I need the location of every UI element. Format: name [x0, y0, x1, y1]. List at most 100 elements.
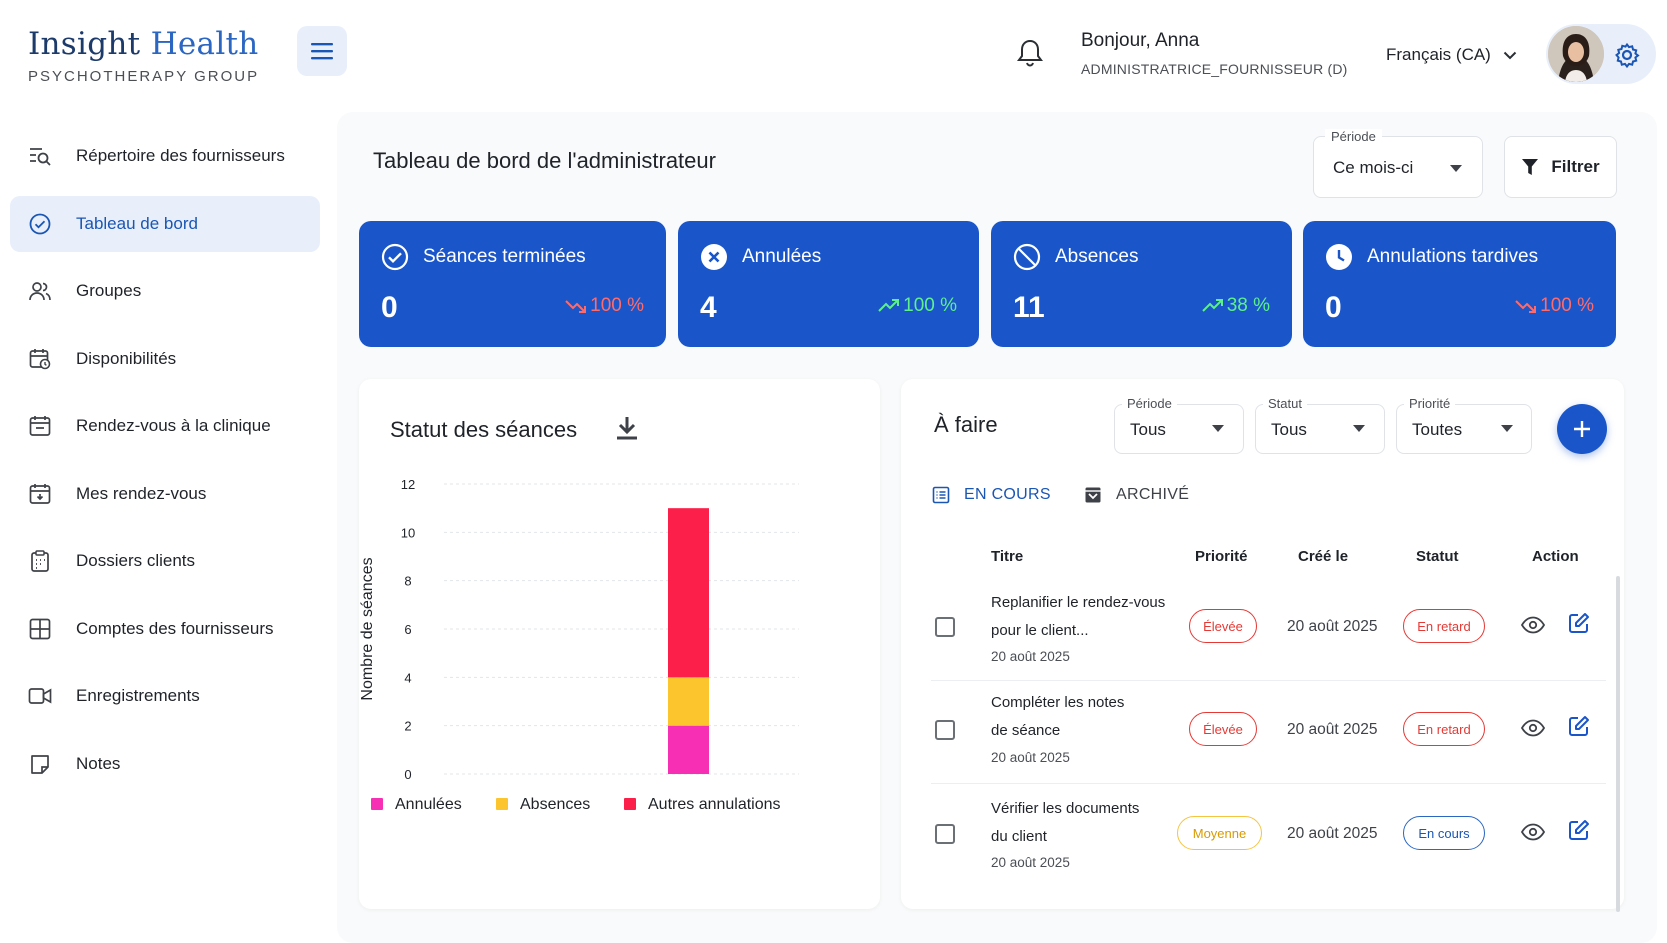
bar-segment: [668, 508, 709, 678]
sidebar-item-availability[interactable]: Disponibilités: [10, 331, 320, 387]
add-task-button[interactable]: [1557, 404, 1607, 454]
kpi-cancelled[interactable]: Annulées 4 100 %: [678, 221, 979, 347]
todo-status-label: Statut: [1263, 396, 1307, 411]
row-divider: [931, 680, 1606, 681]
sidebar-item-label: Tableau de bord: [76, 213, 198, 233]
column-header-title[interactable]: Titre: [991, 548, 1024, 565]
trending-down-icon: [1515, 300, 1537, 313]
filter-icon: [1522, 159, 1539, 175]
notifications-button[interactable]: [1016, 38, 1044, 73]
todo-status-value: Tous: [1271, 420, 1307, 439]
eye-icon[interactable]: [1521, 823, 1545, 841]
legend-label: Annulées: [395, 796, 462, 813]
kpi-no-shows[interactable]: Absences 11 38 %: [991, 221, 1292, 347]
created-date: 20 août 2025: [1287, 825, 1378, 842]
edit-icon[interactable]: [1568, 715, 1590, 737]
legend-swatch: [624, 798, 636, 810]
kpi-value: 4: [700, 291, 717, 324]
grid-icon: [28, 617, 52, 641]
row-title[interactable]: Vérifier les documents du client: [991, 800, 1140, 845]
eye-icon[interactable]: [1521, 719, 1545, 737]
row-date: 20 août 2025: [991, 855, 1070, 870]
kpi-trend: 100 %: [565, 295, 644, 317]
clock-icon: [1326, 244, 1352, 270]
avatar[interactable]: [1548, 26, 1604, 82]
sidebar-item-my-appointments[interactable]: Mes rendez-vous: [10, 466, 320, 522]
sidebar-item-notes[interactable]: Notes: [10, 736, 320, 792]
y-tick-label: 12: [401, 477, 415, 492]
sidebar-item-recordings[interactable]: Enregistrements: [10, 668, 320, 724]
language-value: Français (CA): [1386, 45, 1491, 64]
column-header-created[interactable]: Créé le: [1298, 548, 1349, 565]
created-date: 20 août 2025: [1287, 618, 1378, 635]
sidebar-item-label: Comptes des fournisseurs: [76, 618, 274, 638]
kpi-trend: 100 %: [1515, 295, 1594, 317]
users-icon: [28, 279, 52, 303]
filter-button[interactable]: Filtrer: [1504, 136, 1617, 198]
row-checkbox[interactable]: [935, 824, 955, 844]
sidebar-item-directory[interactable]: Répertoire des fournisseurs: [10, 128, 320, 184]
check-circle-icon: [28, 212, 52, 236]
gear-icon: [1615, 42, 1640, 69]
settings-button[interactable]: [1614, 42, 1640, 73]
kpi-completed-sessions[interactable]: Séances terminées 0 100 %: [359, 221, 666, 347]
todo-priority-value: Toutes: [1412, 420, 1463, 439]
tab-in-progress[interactable]: EN COURS: [932, 486, 1051, 504]
todo-period-select[interactable]: [1114, 404, 1244, 454]
kpi-title: Annulations tardives: [1367, 246, 1539, 267]
row-checkbox[interactable]: [935, 617, 955, 637]
edit-icon[interactable]: [1568, 819, 1590, 841]
sidebar-item-label: Rendez-vous à la clinique: [76, 416, 271, 435]
download-button[interactable]: [615, 415, 639, 446]
bell-icon: [1017, 39, 1043, 67]
y-tick-label: 6: [404, 622, 411, 637]
trending-up-icon: [1201, 299, 1223, 312]
todo-status-select[interactable]: [1255, 404, 1385, 454]
row-date: 20 août 2025: [991, 649, 1070, 664]
period-label: Période: [1325, 129, 1382, 144]
period-value: Ce mois-ci: [1333, 158, 1414, 177]
kpi-trend: 100 %: [878, 295, 957, 317]
priority-badge: Élevée: [1189, 609, 1257, 643]
sidebar-item-clinic-appointments[interactable]: Rendez-vous à la clinique: [10, 398, 320, 454]
sidebar-item-dashboard[interactable]: Tableau de bord: [10, 195, 320, 252]
todo-priority-label: Priorité: [1404, 396, 1456, 411]
clipboard-icon: [28, 549, 52, 573]
todo-period-label: Période: [1122, 396, 1177, 411]
sidebar-item-label: Dossiers clients: [76, 551, 196, 570]
column-header-status[interactable]: Statut: [1416, 548, 1459, 565]
kpi-late-cancellations[interactable]: Annulations tardives 0 100 %: [1303, 221, 1616, 347]
session-status-chart: 0 2 4 6 8 10 12 Nombre de séances Annulées Absenc…: [359, 477, 799, 813]
greeting-name: Bonjour, Anna: [1081, 30, 1200, 51]
row-checkbox[interactable]: [935, 720, 955, 740]
sidebar-item-provider-accounts[interactable]: Comptes des fournisseurs: [10, 601, 320, 657]
sidebar-item-client-records[interactable]: Dossiers clients: [10, 533, 320, 589]
directory-search-icon: [28, 144, 52, 168]
todo-scrollbar[interactable]: [1616, 576, 1620, 912]
brand-logo: Insight Health PSYCHOTHERAPY GROUP: [28, 26, 259, 85]
language-select[interactable]: Français (CA): [1386, 45, 1517, 65]
column-header-priority[interactable]: Priorité: [1195, 548, 1248, 565]
edit-icon[interactable]: [1568, 612, 1590, 634]
video-icon: [28, 684, 52, 708]
row-title[interactable]: Compléter les notes de séance: [991, 694, 1125, 739]
todo-period-value: Tous: [1130, 420, 1166, 439]
brand-subtitle: PSYCHOTHERAPY GROUP: [28, 68, 260, 85]
menu-toggle-button[interactable]: [297, 26, 347, 76]
user-role: ADMINISTRATRICE_FOURNISSEUR (D): [1081, 61, 1348, 77]
tab-archived[interactable]: ARCHIVÉ: [1084, 486, 1189, 504]
trending-down-icon: [565, 300, 587, 313]
tab-label: ARCHIVÉ: [1116, 486, 1190, 503]
plus-icon: [1574, 421, 1590, 437]
eye-icon[interactable]: [1521, 616, 1545, 634]
caret-down-icon: [1501, 425, 1513, 432]
session-status-card: [359, 379, 880, 909]
sidebar-item-groups[interactable]: Groupes: [10, 263, 320, 319]
legend-label: Absences: [520, 796, 590, 813]
calendar-clock-icon: [28, 347, 52, 371]
bar-segment: [668, 677, 709, 726]
row-title[interactable]: Replanifier le rendez-vous pour le client…: [991, 594, 1166, 639]
x-circle-icon: [701, 244, 727, 270]
created-date: 20 août 2025: [1287, 721, 1378, 738]
page-title: Tableau de bord de l'administrateur: [373, 148, 716, 173]
